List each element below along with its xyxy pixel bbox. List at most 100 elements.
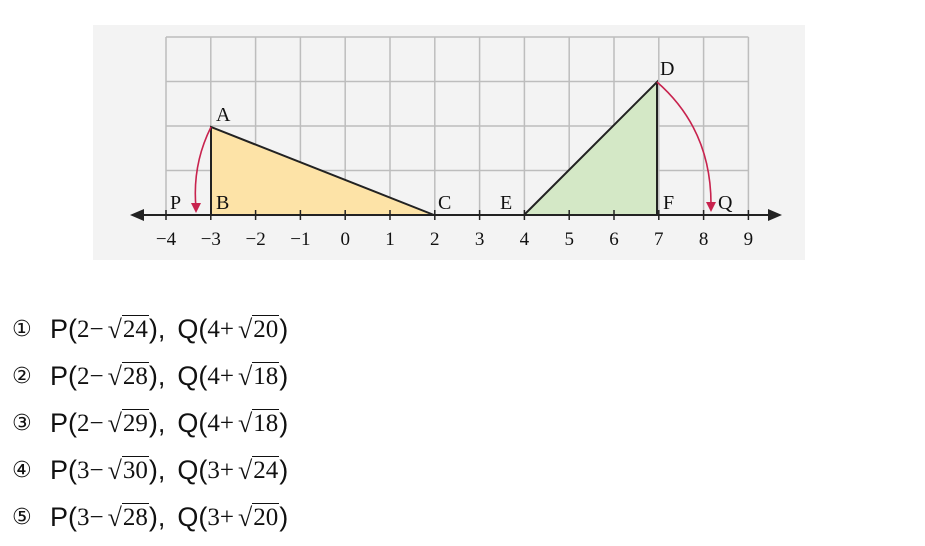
p-operator: −	[89, 409, 104, 437]
p-operator: −	[89, 503, 104, 531]
p-integer: 3	[77, 503, 90, 531]
sqrt-icon: √	[107, 455, 122, 485]
close-paren: )	[279, 502, 289, 532]
q-operator: +	[219, 456, 234, 484]
sqrt-icon: √	[238, 455, 253, 485]
sqrt-icon: √	[107, 502, 122, 532]
p-integer: 3	[77, 456, 90, 484]
tick-label: −3	[201, 229, 221, 250]
close-paren: )	[279, 408, 289, 438]
q-radicand: 18	[252, 409, 280, 437]
option-number: ②	[12, 364, 32, 389]
option-5[interactable]: ⑤ P(3 − √ 28), Q(3 + √ 20)	[12, 494, 288, 541]
tick-label: 0	[340, 229, 350, 250]
close-paren: )	[279, 314, 289, 344]
axis-arrow-right	[768, 209, 782, 221]
separator: ),	[148, 361, 166, 391]
tick-label: −2	[245, 229, 265, 250]
option-number: ④	[12, 458, 32, 483]
q-radicand: 24	[252, 456, 280, 484]
sqrt-icon: √	[238, 361, 253, 391]
q-integer: 3	[207, 503, 220, 531]
p-prefix: P(	[50, 502, 77, 532]
sqrt-icon: √	[107, 408, 122, 438]
p-prefix: P(	[50, 314, 77, 344]
close-paren: )	[279, 455, 289, 485]
label-a: A	[216, 104, 231, 126]
label-p: P	[170, 192, 181, 214]
q-radicand: 18	[252, 362, 280, 390]
q-radicand: 20	[252, 503, 280, 531]
label-f: F	[663, 192, 674, 214]
p-integer: 2	[77, 409, 90, 437]
axis-arrow-left	[130, 209, 144, 221]
q-prefix: Q(	[177, 361, 208, 391]
tick-label: 6	[609, 229, 619, 250]
arrowhead-p	[191, 203, 201, 213]
arc-d-to-q	[656, 81, 712, 208]
option-number: ⑤	[12, 505, 32, 530]
option-2[interactable]: ② P(2 − √ 28), Q(4 + √ 18)	[12, 353, 288, 400]
q-prefix: Q(	[177, 314, 208, 344]
p-integer: 2	[77, 362, 90, 390]
p-prefix: P(	[50, 361, 77, 391]
p-radicand: 28	[121, 503, 149, 531]
tick-label: −4	[156, 229, 177, 250]
close-paren: )	[279, 361, 289, 391]
sqrt-icon: √	[238, 314, 253, 344]
tick-label: 5	[564, 229, 574, 250]
label-b: B	[216, 192, 229, 214]
tick-label: −1	[290, 229, 310, 250]
arc-a-to-p	[194, 126, 212, 209]
p-radicand: 28	[121, 362, 149, 390]
number-line-figure: −4 −3 −2 −1 0 1 2 3 4 5 6 7 8 9 P B A C E D F Q	[93, 25, 805, 260]
q-prefix: Q(	[177, 455, 208, 485]
p-operator: −	[89, 315, 104, 343]
q-integer: 4	[207, 362, 220, 390]
p-integer: 2	[77, 315, 90, 343]
grid	[165, 36, 750, 215]
q-radicand: 20	[252, 315, 280, 343]
separator: ),	[148, 455, 166, 485]
sqrt-icon: √	[107, 361, 122, 391]
label-e: E	[500, 192, 512, 214]
option-number: ①	[12, 317, 32, 342]
tick-label: 9	[744, 229, 754, 250]
tick-label: 8	[699, 229, 709, 250]
q-operator: +	[219, 409, 234, 437]
answer-options: ① P(2 − √ 24), Q(4 + √ 20) ② P(2 − √ 28), Q(4…	[12, 306, 288, 541]
label-q: Q	[718, 192, 733, 214]
separator: ),	[148, 502, 166, 532]
option-4[interactable]: ④ P(3 − √ 30), Q(3 + √ 24)	[12, 447, 288, 494]
p-operator: −	[89, 456, 104, 484]
label-d: D	[660, 58, 674, 80]
tick-label: 1	[385, 229, 395, 250]
sqrt-icon: √	[238, 502, 253, 532]
q-integer: 4	[207, 409, 220, 437]
separator: ),	[148, 314, 166, 344]
option-3[interactable]: ③ P(2 − √ 29), Q(4 + √ 18)	[12, 400, 288, 447]
q-prefix: Q(	[177, 502, 208, 532]
p-radicand: 24	[121, 315, 149, 343]
q-operator: +	[219, 362, 234, 390]
option-1[interactable]: ① P(2 − √ 24), Q(4 + √ 20)	[12, 306, 288, 353]
p-radicand: 29	[121, 409, 149, 437]
tick-label: 4	[520, 229, 530, 250]
tick-label: 2	[430, 229, 440, 250]
label-c: C	[438, 192, 451, 214]
q-integer: 4	[207, 315, 220, 343]
q-prefix: Q(	[177, 408, 208, 438]
q-operator: +	[219, 315, 234, 343]
option-number: ③	[12, 411, 32, 436]
arrowhead-q	[706, 202, 716, 212]
sqrt-icon: √	[107, 314, 122, 344]
separator: ),	[148, 408, 166, 438]
q-operator: +	[219, 503, 234, 531]
sqrt-icon: √	[238, 408, 253, 438]
tick-label: 3	[475, 229, 485, 250]
tick-marks	[165, 210, 750, 220]
tick-labels: −4 −3 −2 −1 0 1 2 3 4 5 6 7 8 9	[156, 229, 753, 250]
p-radicand: 30	[121, 456, 149, 484]
p-prefix: P(	[50, 455, 77, 485]
q-integer: 3	[207, 456, 220, 484]
